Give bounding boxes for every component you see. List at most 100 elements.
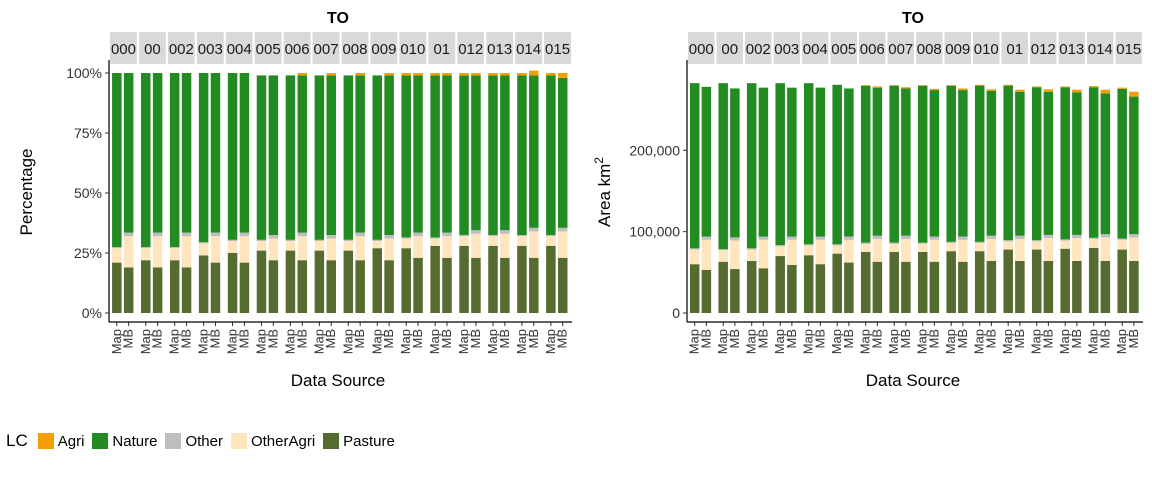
x-tick-label: Map <box>1086 329 1101 354</box>
bar-segment <box>730 88 740 238</box>
bar-segment <box>1003 241 1013 250</box>
bar-segment <box>1072 92 1082 235</box>
bar-segment <box>689 83 700 249</box>
bar-segment <box>701 86 712 237</box>
bar-segment <box>141 260 151 313</box>
bar-segment <box>355 75 365 233</box>
bar-segment <box>210 262 221 313</box>
facet-label: 005 <box>256 41 281 58</box>
bar-segment <box>946 243 956 252</box>
bar-segment <box>1003 84 1013 86</box>
bar-segment <box>112 248 122 263</box>
bar-segment <box>372 75 383 240</box>
x-tick-label: MB <box>1069 329 1084 349</box>
bar-segment <box>787 265 797 313</box>
bar-segment <box>401 248 411 313</box>
facet-label: 010 <box>400 41 425 58</box>
bar-segment <box>872 261 883 313</box>
bar-segment <box>701 269 712 313</box>
bar-segment <box>1031 240 1042 242</box>
bar-segment <box>152 236 163 268</box>
bar-segment <box>413 73 423 76</box>
bar-segment <box>141 73 151 247</box>
facet-label: 013 <box>1059 41 1084 58</box>
bar-segment <box>689 248 700 250</box>
bar-segment <box>181 267 192 313</box>
bar-segment <box>787 239 797 265</box>
facet-strip <box>544 32 571 64</box>
legend: LC Agri Nature Other OtherAgri Pasture <box>6 430 403 452</box>
facet-label: 00 <box>144 41 161 58</box>
y-tick-label: 0% <box>82 305 102 321</box>
x-axis-label: Data Source <box>866 371 961 390</box>
bar-segment <box>901 88 911 236</box>
bar-segment <box>815 87 826 237</box>
bar-segment <box>285 241 296 251</box>
facet-label: 012 <box>1031 41 1056 58</box>
bar-segment <box>946 85 956 242</box>
bar-segment <box>239 73 250 233</box>
bar-segment <box>901 87 911 89</box>
x-tick-label: MB <box>812 329 827 349</box>
bar-segment <box>929 261 940 313</box>
bar-segment <box>832 244 842 246</box>
bar-segment <box>1031 86 1042 88</box>
bar-segment <box>256 250 267 313</box>
y-tick-label: 100% <box>66 65 102 81</box>
legend-key-otheragri <box>230 433 247 449</box>
bar-segment <box>442 75 452 233</box>
bar-segment <box>488 245 498 313</box>
bar-segment <box>500 73 510 76</box>
bar-segment <box>372 239 383 241</box>
facet-strip <box>745 32 772 64</box>
bar-segment <box>227 253 238 313</box>
bar-segment <box>210 73 221 233</box>
facet-label: 002 <box>169 41 194 58</box>
bar-segment <box>297 75 308 233</box>
facet-label: 012 <box>458 41 483 58</box>
facet-label: 01 <box>433 41 450 58</box>
bar-segment <box>1100 93 1111 235</box>
legend-item-agri: Agri <box>37 433 84 450</box>
bar-segment <box>1031 241 1042 250</box>
bar-segment <box>557 227 568 232</box>
x-tick-label: MB <box>1126 329 1141 349</box>
legend-item-pasture: Pasture <box>323 433 395 450</box>
facet-label: 007 <box>314 41 339 58</box>
bar-segment <box>746 249 757 261</box>
bar-segment <box>758 87 769 237</box>
bar-segment <box>929 90 940 237</box>
bar-segment <box>268 238 279 261</box>
bar-segment <box>974 84 985 86</box>
bar-segment <box>355 232 365 237</box>
bar-segment <box>471 75 481 231</box>
bar-segment <box>1060 239 1070 241</box>
bar-segment <box>557 257 568 313</box>
bar-segment <box>227 73 238 240</box>
x-tick-label: Map <box>167 329 182 354</box>
bar-segment <box>889 85 899 243</box>
bar-segment <box>297 73 308 76</box>
bar-segment <box>889 251 899 313</box>
x-tick-label: MB <box>755 329 770 349</box>
bar-segment <box>314 75 325 240</box>
x-tick-label: MB <box>207 329 222 349</box>
facet-strip <box>1115 32 1142 64</box>
bar-segment <box>730 237 740 241</box>
bar-segment <box>256 239 267 241</box>
bar-segment <box>401 73 411 76</box>
bar-segment <box>832 253 842 313</box>
y-tick-label: 100,000 <box>629 224 680 240</box>
bar-segment <box>901 235 911 239</box>
bar-segment <box>958 239 968 262</box>
bar-segment <box>986 238 997 261</box>
facet-strip <box>773 32 800 64</box>
bar-segment <box>123 232 134 237</box>
bar-segment <box>718 261 728 313</box>
bar-segment <box>517 245 527 313</box>
facet-label: 009 <box>371 41 396 58</box>
legend-label-nature: Nature <box>112 432 158 450</box>
bar-segment <box>958 88 968 91</box>
bar-segment <box>372 248 383 313</box>
bar-segment <box>832 84 842 245</box>
